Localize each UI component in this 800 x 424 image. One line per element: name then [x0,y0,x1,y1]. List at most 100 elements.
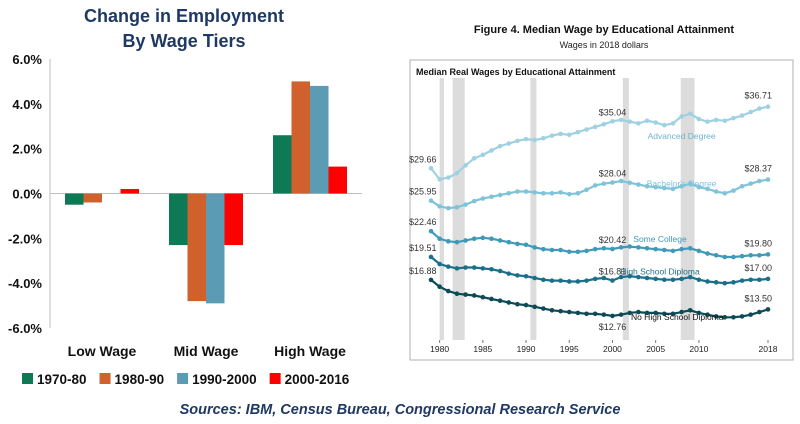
series-point [497,298,503,304]
bar-y-tick-label: 6.0% [12,52,42,67]
series-point [757,106,762,111]
series-point [532,190,537,195]
bar-2000-2016-mid-wage [224,193,243,246]
series-point [662,247,667,253]
series-point [705,186,710,192]
series-point [662,122,667,128]
series-point [705,119,710,124]
series-point [489,148,494,153]
bar-1980-90-low-wage [83,193,102,203]
legend-label: 1970-80 [37,372,87,387]
series-point [601,312,607,317]
series-point [506,239,512,245]
series-point [731,188,736,193]
series-point [653,310,658,316]
series-point [454,266,460,271]
series-point [644,183,650,189]
bar-2000-2016-low-wage [120,189,139,194]
series-point [748,109,754,115]
series-point [713,314,719,319]
value-label: $20.42 [599,235,627,245]
series-point [610,180,615,185]
series-point [566,249,572,255]
series-point [480,266,486,271]
bar-marks [65,81,347,304]
series-point [618,178,624,184]
series-point [480,294,486,300]
series-point [558,247,563,253]
bar-chart-title-line-2: By Wage Tiers [122,31,245,51]
series-point [437,261,442,267]
series-point [592,246,598,252]
bar-2000-2016-high-wage [328,166,347,194]
bar-1990-2000-high-wage [310,85,329,194]
bar-legend: 1970-80 1980-90 1990-2000 2000-2016 [22,372,350,387]
value-label: $29.66 [409,154,437,164]
series-point [575,190,581,196]
series-point [731,280,736,285]
series-point [653,184,658,190]
bar-y-tick-label: -4.0% [8,276,42,291]
series-point [739,278,745,283]
series-point [471,236,477,241]
x-tick-label: 1995 [560,344,579,354]
series-point [670,248,676,254]
series-point [592,311,598,317]
value-label: $28.37 [744,164,772,174]
series-point [748,181,754,186]
series-point [428,166,434,171]
x-tick-label: 2010 [689,344,708,354]
series-point [739,113,745,118]
line-chart-inner-title: Median Real Wages by Educational Attainm… [416,67,615,77]
series-point [549,278,555,283]
series-point [705,279,710,284]
series-point [644,246,650,251]
x-tick-label: 2005 [646,344,665,354]
series-point [549,308,555,313]
series-point [765,177,771,182]
series-point [558,131,563,137]
series-point [618,312,624,317]
bar-1980-90-mid-wage [187,193,206,302]
series-point [644,310,650,316]
series-point [575,279,581,284]
series-point [765,104,771,110]
value-label: $36.71 [744,91,772,101]
recession-band [452,78,465,340]
series-point [705,312,710,317]
series-point [739,253,745,259]
series-point [696,184,702,190]
series-point [757,277,762,283]
series-point [610,119,615,124]
series-point [463,238,468,243]
series-point [670,311,676,317]
series-point [687,111,693,117]
series-name-label: No High School Diploma [631,312,724,322]
bar-1970-80-mid-wage [169,193,188,246]
series-point [627,310,633,316]
bar-category-label: High Wage [274,343,346,359]
series-point [558,308,563,314]
series-point [445,288,451,294]
series-point [722,314,728,320]
series-point [748,252,754,258]
series-point [592,183,598,188]
series-point [506,190,512,196]
series-point [696,248,702,254]
line-x-axis: 1980 1985 1990 1995 2000 2005 2010 2018 [430,340,778,354]
bar-1970-80-low-wage [65,193,84,205]
series-point [471,265,477,270]
value-label: $16.88 [409,266,437,276]
series-point [748,277,754,283]
series-point [679,183,684,189]
series-point [670,121,676,126]
bar-chart-title-line-1: Change in Employment [84,6,284,26]
bar-y-tick-label: -6.0% [8,321,42,336]
series-point [618,245,624,250]
series-point [687,246,693,251]
series-line-2 [430,230,769,259]
series-point [480,152,486,158]
value-label: $16.81 [599,267,627,277]
series-point [558,278,563,283]
bar-y-tick-label: 2.0% [12,142,42,157]
